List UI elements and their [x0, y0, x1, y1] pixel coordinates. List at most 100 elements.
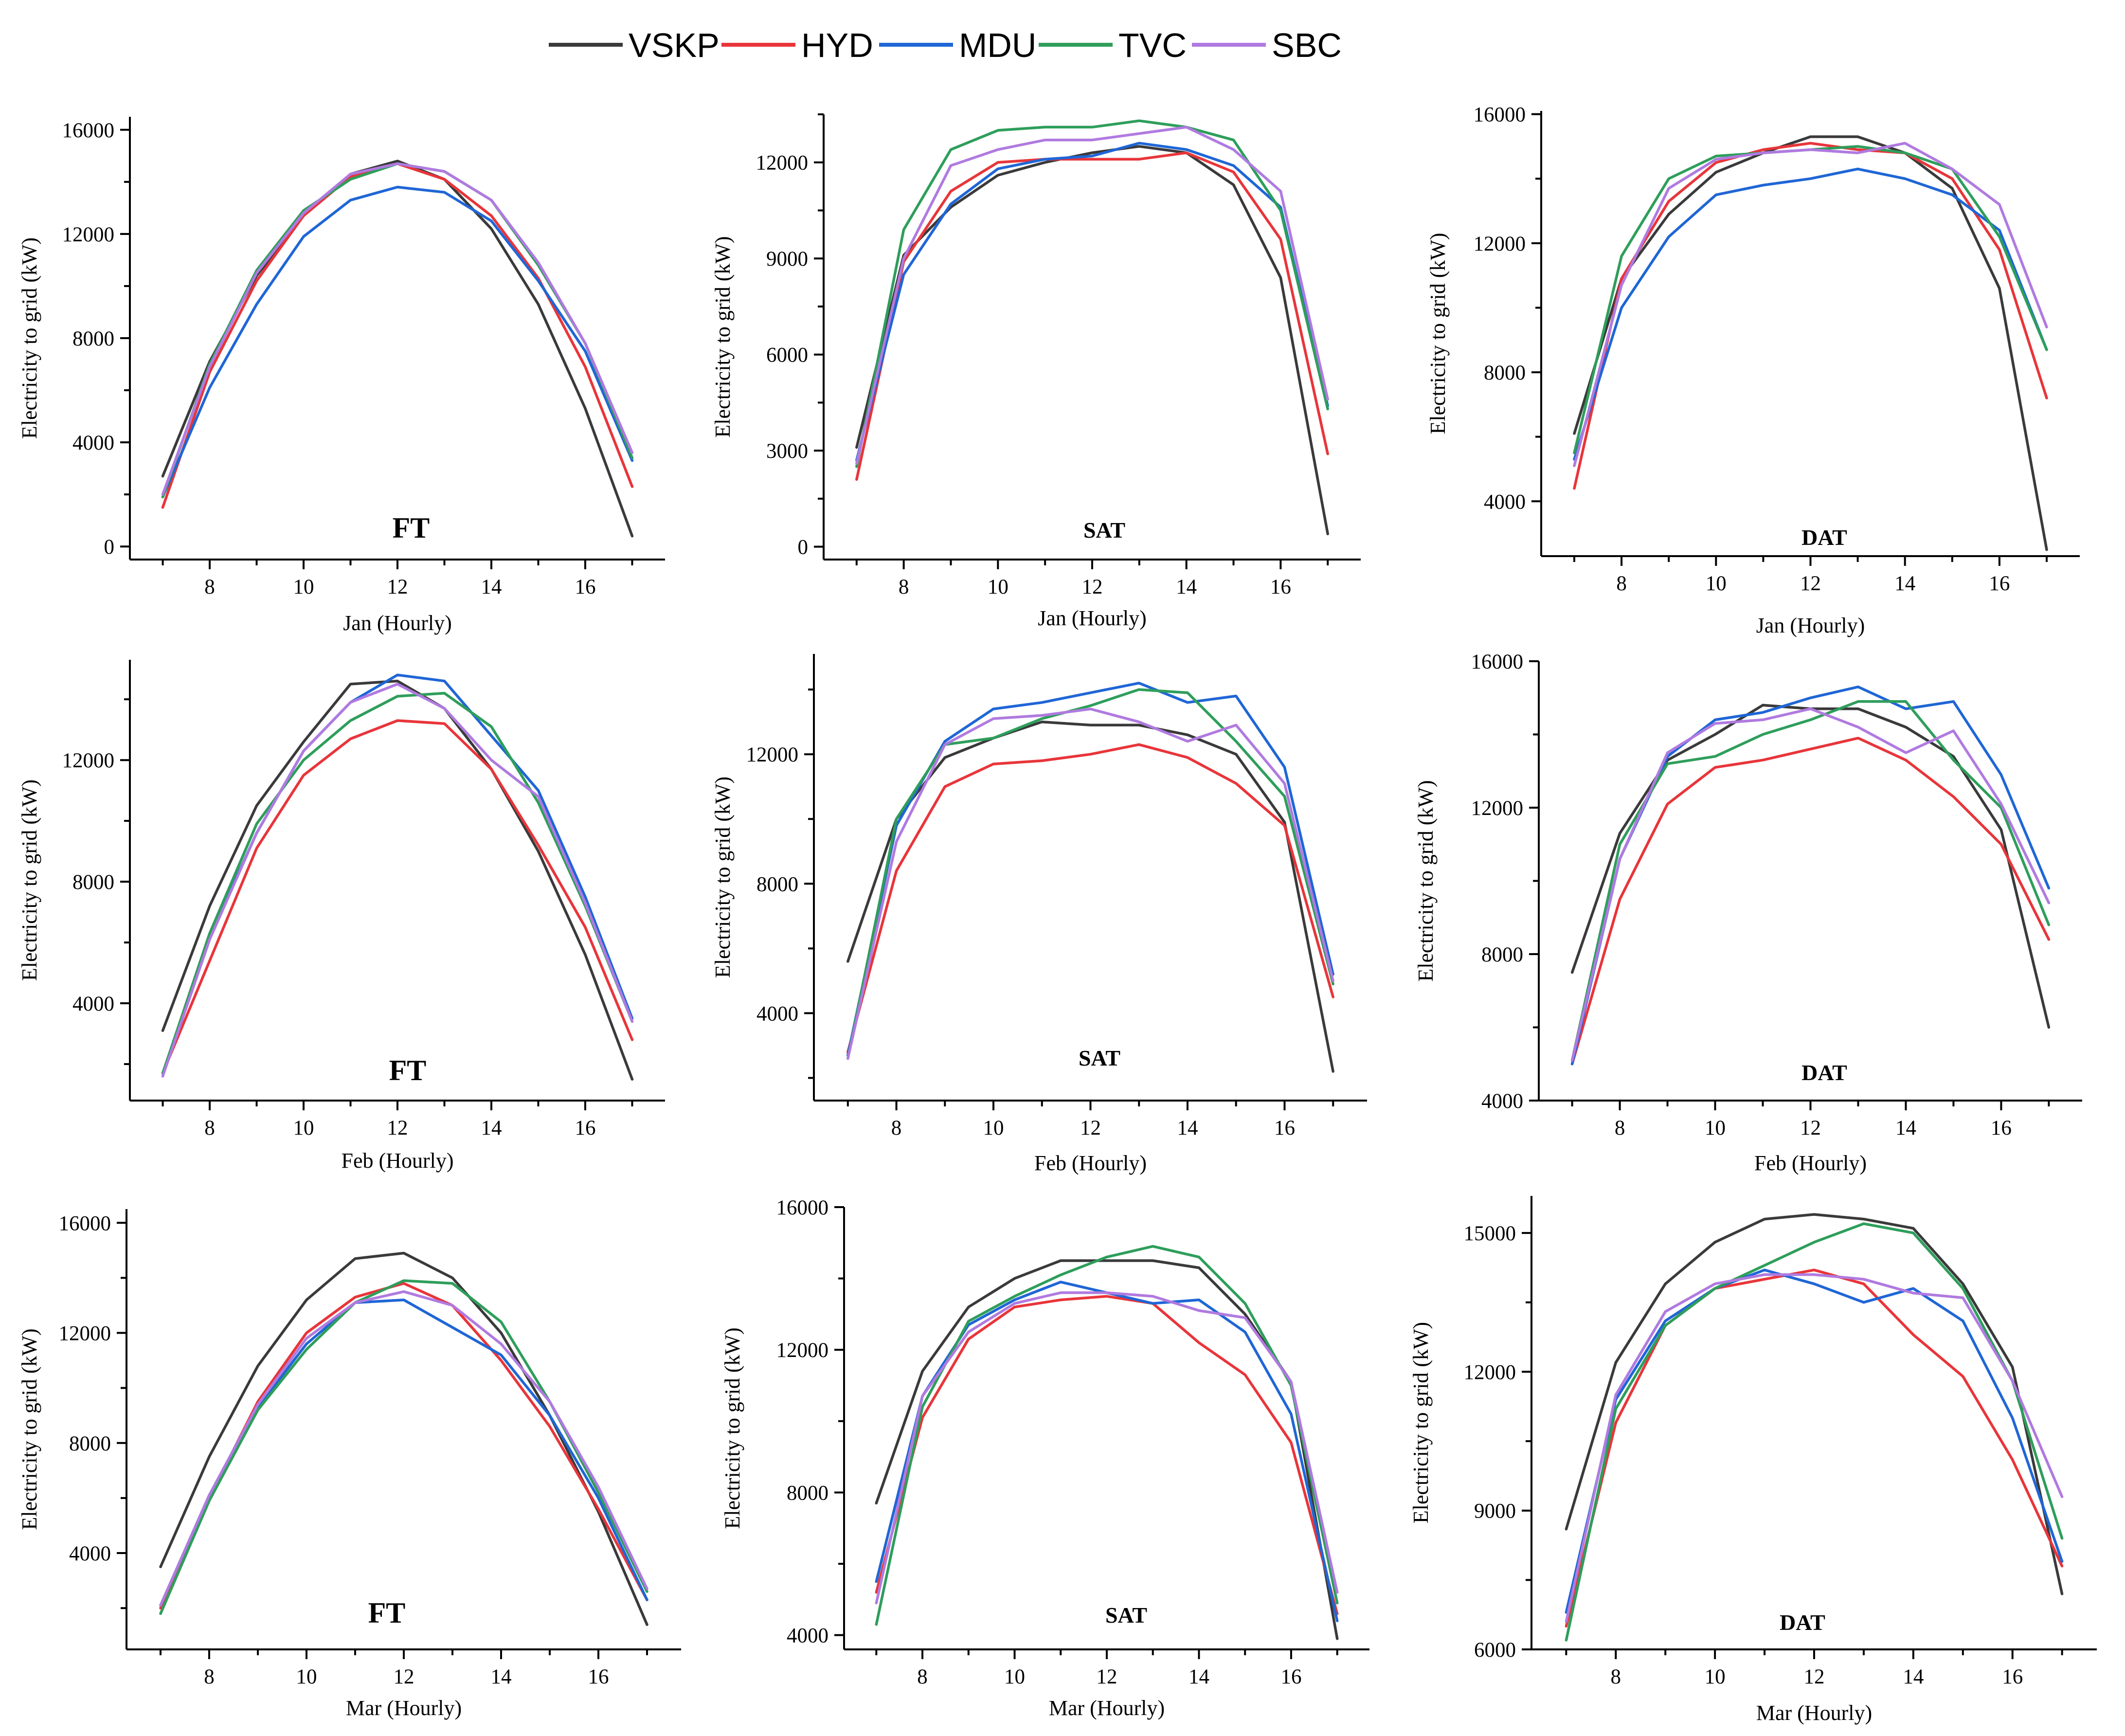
y-tick-label: 4000 — [72, 993, 114, 1015]
x-tick-label: 14 — [1895, 1117, 1916, 1139]
x-tick-label: 8 — [204, 1665, 215, 1688]
x-tick-label: 8 — [1611, 1665, 1621, 1688]
series-line-hyd — [846, 743, 1334, 1053]
series-line-vskp — [1565, 1213, 2064, 1595]
x-tick-label: 8 — [1616, 572, 1627, 595]
y-tick-label: 8000 — [69, 1432, 111, 1455]
chart-panel-2: 8 10 12 14 16 0 3000 6000 9000 12000 Jan (Hourly) E… — [711, 113, 1361, 630]
y-tick-label: 12000 — [1474, 233, 1526, 255]
series-line-mdu — [855, 142, 1329, 462]
y-tick-label: 0 — [104, 536, 115, 559]
y-axis-title: Electricity to grid (kW) — [18, 237, 41, 439]
panel-title: DAT — [1801, 1060, 1847, 1085]
series-line-mdu — [875, 1281, 1339, 1623]
x-tick-label: 14 — [1903, 1665, 1924, 1688]
y-tick-label: 16000 — [1474, 104, 1526, 127]
y-tick-label: 4000 — [787, 1625, 828, 1647]
y-tick-label: 8000 — [756, 873, 798, 896]
y-tick-label: 9000 — [766, 248, 808, 271]
x-axis-title: Jan (Hourly) — [1756, 614, 1865, 637]
panel-title: FT — [368, 1597, 406, 1629]
x-axis-title: Feb (Hourly) — [342, 1149, 454, 1173]
x-tick-label: 8 — [1615, 1117, 1625, 1139]
y-axis-title: Electricity to grid (kW) — [18, 779, 41, 981]
x-axis-title: Feb (Hourly) — [1034, 1151, 1147, 1175]
x-tick-label: 12 — [387, 576, 408, 598]
x-axis-title: Jan (Hourly) — [343, 611, 452, 635]
series-line-mdu — [1573, 167, 2048, 461]
y-tick-label: 6000 — [766, 344, 808, 367]
x-tick-label: 10 — [983, 1117, 1004, 1139]
y-tick-label: 4000 — [1481, 1090, 1523, 1113]
x-tick-label: 14 — [1189, 1665, 1209, 1688]
x-tick-label: 14 — [481, 1117, 502, 1139]
panel-title: SAT — [1083, 518, 1125, 542]
y-tick-label: 9000 — [1474, 1500, 1516, 1523]
panel-title: DAT — [1801, 525, 1847, 550]
x-tick-label: 14 — [481, 576, 502, 598]
x-tick-label: 16 — [2002, 1665, 2023, 1688]
x-tick-label: 12 — [1097, 1665, 1117, 1688]
x-tick-label: 12 — [1082, 576, 1103, 598]
legend-label-vskp: VSKP — [629, 26, 720, 64]
series-line-vskp — [161, 679, 634, 1081]
x-axis-title: Mar (Hourly) — [1756, 1701, 1872, 1725]
series-line-hyd — [161, 162, 634, 509]
x-tick-label: 12 — [1804, 1665, 1825, 1688]
chart-panel-9: 8 10 12 14 16 6000 9000 12000 15000 Mar (Hourly) E… — [1409, 1196, 2097, 1725]
y-tick-label: 8000 — [1481, 943, 1523, 966]
series-line-tvc — [875, 1245, 1339, 1626]
x-tick-label: 10 — [1004, 1665, 1025, 1688]
chart-panel-4: 8 10 12 14 16 4000 8000 12000 Feb (Hourly) Electr… — [18, 660, 665, 1173]
panel-title: FT — [389, 1054, 427, 1086]
legend-label-hyd: HYD — [801, 26, 873, 64]
y-tick-label: 12000 — [59, 1322, 111, 1345]
series-line-sbc — [161, 683, 634, 1078]
x-tick-label: 8 — [891, 1117, 902, 1139]
x-tick-label: 16 — [1991, 1117, 2012, 1139]
y-tick-label: 16000 — [59, 1212, 111, 1235]
x-tick-label: 16 — [575, 576, 595, 598]
y-tick-label: 16000 — [1471, 651, 1524, 673]
y-axis-title: Electricity to grid (kW) — [720, 1327, 744, 1529]
x-tick-label: 12 — [1800, 1117, 1821, 1139]
x-tick-label: 8 — [204, 1117, 215, 1139]
x-tick-label: 10 — [988, 576, 1008, 598]
series-line-mdu — [161, 185, 634, 499]
series-line-sbc — [1565, 1273, 2064, 1623]
x-axis-title: Mar (Hourly) — [1049, 1696, 1165, 1720]
series-line-tvc — [161, 691, 634, 1075]
series-line-mdu — [1570, 685, 2051, 1066]
y-axis-title: Electricity to grid (kW) — [711, 236, 735, 437]
series-line-vskp — [1570, 704, 2051, 1029]
x-tick-label: 12 — [1080, 1117, 1101, 1139]
y-axis-title: Electricity to grid (kW) — [1409, 1322, 1433, 1523]
y-tick-label: 8000 — [72, 871, 114, 894]
series-line-sbc — [1570, 707, 2051, 1062]
series-line-tvc — [1573, 145, 2048, 454]
series-line-sbc — [161, 162, 634, 496]
x-tick-label: 14 — [491, 1665, 512, 1688]
series-line-hyd — [875, 1295, 1339, 1615]
series-line-vskp — [855, 145, 1329, 536]
x-tick-label: 12 — [394, 1665, 414, 1688]
series-line-mdu — [846, 682, 1334, 1057]
series-line-hyd — [1570, 737, 2051, 1066]
y-tick-label: 4000 — [69, 1542, 111, 1565]
x-tick-label: 8 — [917, 1665, 928, 1688]
x-tick-label: 10 — [1706, 572, 1727, 595]
chart-panel-3: 8 10 12 14 16 4000 8000 12000 16000 Jan (Hourly) E… — [1426, 104, 2080, 637]
x-axis-title: Jan (Hourly) — [1038, 606, 1147, 630]
y-tick-label: 12000 — [756, 152, 809, 175]
series-line-sbc — [875, 1291, 1339, 1605]
y-tick-label: 12000 — [1464, 1361, 1516, 1384]
x-tick-label: 16 — [575, 1117, 595, 1139]
legend-label-tvc: TVC — [1118, 26, 1187, 64]
y-tick-label: 12000 — [62, 749, 115, 772]
x-tick-label: 8 — [204, 576, 215, 598]
panel-title: DAT — [1780, 1610, 1825, 1635]
x-tick-label: 12 — [1800, 572, 1821, 595]
legend-label-sbc: SBC — [1272, 26, 1342, 64]
x-tick-label: 12 — [387, 1117, 408, 1139]
